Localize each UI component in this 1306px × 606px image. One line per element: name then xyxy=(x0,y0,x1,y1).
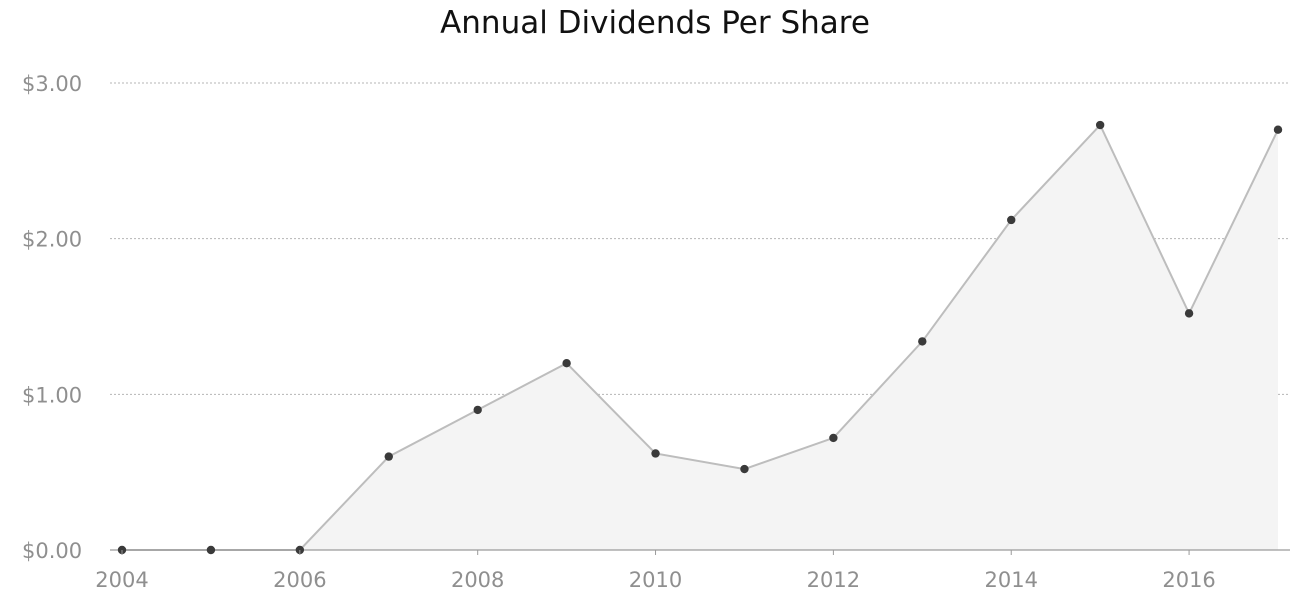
x-tick-label: 2004 xyxy=(95,568,148,592)
y-tick-label: $2.00 xyxy=(22,228,82,252)
data-point-2005 xyxy=(206,545,216,555)
data-point-2015 xyxy=(1095,120,1105,130)
y-tick-label: $3.00 xyxy=(22,72,82,96)
y-tick-label: $0.00 xyxy=(22,539,82,563)
line-layer xyxy=(110,123,1290,551)
x-axis-ticks: 2004 2006 2008 2010 2012 2014 2016 xyxy=(95,550,1216,592)
x-tick-label: 2008 xyxy=(451,568,504,592)
x-tick-label: 2016 xyxy=(1162,568,1215,592)
y-tick-label: $1.00 xyxy=(22,383,82,407)
x-tick-label: 2006 xyxy=(273,568,326,592)
data-point-2017 xyxy=(1273,125,1283,134)
area-fill xyxy=(122,125,1278,550)
x-tick-label: 2014 xyxy=(985,568,1038,592)
area-layer xyxy=(122,125,1278,550)
data-point-2014 xyxy=(1007,215,1016,225)
data-point-2011 xyxy=(740,464,749,474)
data-point-2007 xyxy=(384,452,393,461)
gridlines xyxy=(110,82,1290,395)
data-point-2013 xyxy=(918,337,927,346)
data-point-2009 xyxy=(562,359,571,368)
data-points xyxy=(117,120,1283,555)
y-axis-ticks: $0.00 $1.00 $2.00 $3.00 xyxy=(22,72,82,563)
data-point-2010 xyxy=(651,449,660,458)
series-line xyxy=(122,123,1279,551)
x-tick-label: 2010 xyxy=(629,568,682,592)
data-point-2008 xyxy=(473,405,482,415)
data-point-2016 xyxy=(1184,309,1194,318)
data-point-2012 xyxy=(829,433,838,443)
chart-title: Annual Dividends Per Share xyxy=(440,5,870,41)
x-tick-label: 2012 xyxy=(807,568,860,592)
